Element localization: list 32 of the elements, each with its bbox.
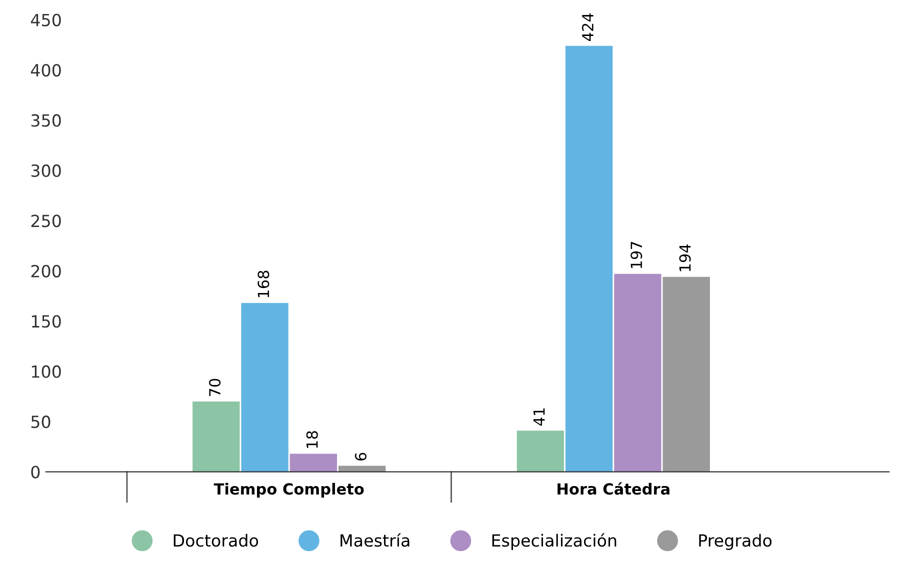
bar [192, 401, 240, 472]
bar [290, 454, 338, 472]
bar [516, 430, 564, 472]
y-tick-label: 450 [30, 14, 61, 26]
y-tick-label: 0 [31, 466, 40, 478]
bar [662, 276, 710, 472]
y-tick-label: 400 [30, 64, 61, 77]
data-label: 424 [582, 13, 594, 41]
x-tick-label: Tiempo Completo [214, 482, 364, 498]
x-tick-label: Hora Cátedra [558, 482, 670, 495]
legend-label: Especialización [492, 533, 616, 550]
y-tick-label: 300 [31, 164, 61, 178]
legend-label: Maestría [340, 533, 410, 547]
y-tick-label: 350 [31, 114, 61, 127]
legend-label: Doctorado [174, 534, 258, 547]
legend-label: Pregrado [699, 534, 772, 550]
y-tick-label: 150 [32, 315, 61, 328]
data-label: 194 [679, 244, 691, 272]
data-label: 18 [306, 431, 318, 448]
y-tick-label: 200 [31, 264, 61, 278]
y-tick-label: 100 [32, 365, 61, 378]
data-label: 6 [354, 452, 366, 461]
data-label: 168 [258, 270, 270, 298]
bar [565, 46, 613, 472]
bar [241, 303, 288, 472]
bar [338, 466, 386, 472]
bar [614, 274, 662, 472]
y-tick-label: 250 [31, 214, 61, 228]
data-label: 70 [209, 378, 221, 396]
data-label: 197 [630, 242, 642, 268]
data-label: 41 [534, 408, 545, 426]
y-tick-label: 50 [31, 416, 50, 428]
